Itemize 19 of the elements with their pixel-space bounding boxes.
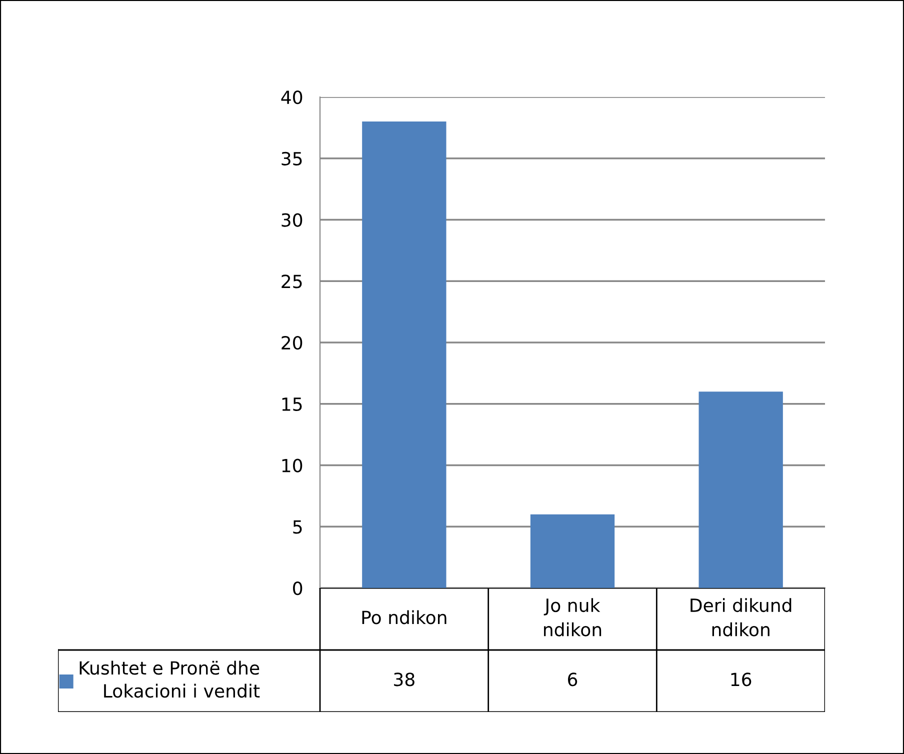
y-tick-label: 20 — [282, 336, 302, 350]
x-tick-label: Po ndikon — [362, 610, 446, 624]
bar — [362, 122, 446, 588]
x-tick-label: Jo nuk ndikon — [544, 598, 602, 636]
y-tick-label: 0 — [293, 581, 302, 596]
bar — [698, 392, 783, 588]
y-tick-label: 40 — [281, 90, 302, 104]
y-tick-label: 15 — [282, 398, 302, 411]
data-label: 6 — [568, 672, 578, 686]
x-tick-label: Deri dikund ndikon — [690, 598, 792, 636]
y-tick-label: 10 — [282, 458, 302, 472]
bar — [530, 514, 615, 588]
data-label: 38 — [394, 672, 414, 686]
y-tick-label: 35 — [282, 152, 302, 166]
y-tick-label: 30 — [282, 213, 302, 227]
legend-label: Kushtet e Pronë dhe Lokacioni i vendit — [80, 660, 260, 698]
y-tick-label: 25 — [282, 274, 302, 288]
y-tick-label: 5 — [293, 520, 302, 534]
data-label: 16 — [731, 672, 752, 686]
